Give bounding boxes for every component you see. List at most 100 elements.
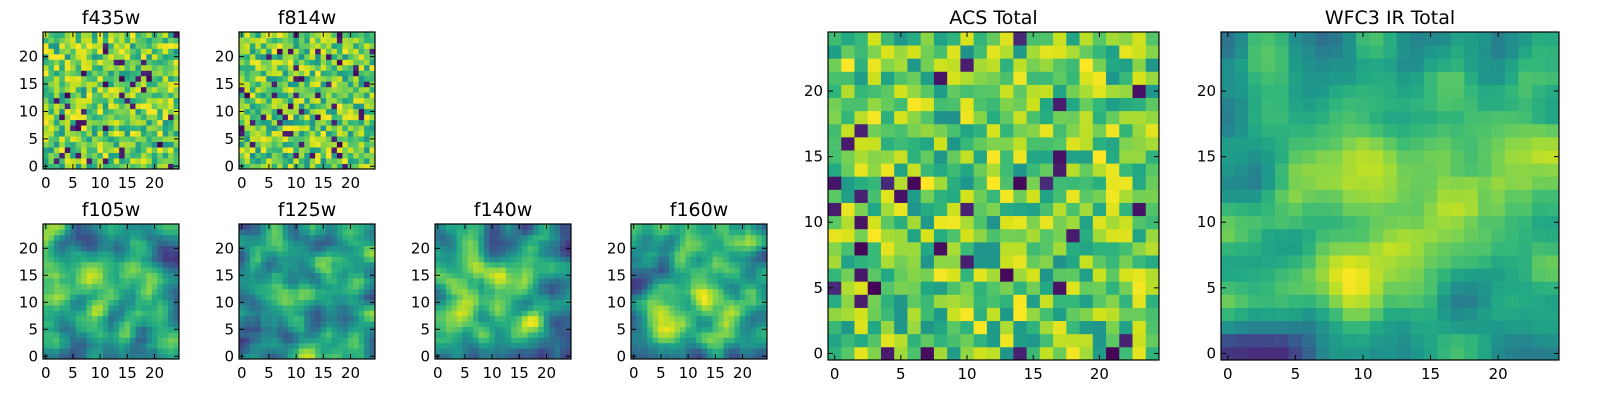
heatmap-cell <box>658 315 665 322</box>
heatmap-cell <box>647 224 654 230</box>
heatmap-cell <box>48 305 55 311</box>
heatmap-cell <box>70 48 77 55</box>
heatmap-cell <box>728 348 735 354</box>
heatmap-cell <box>1234 346 1249 361</box>
heatmap-cell <box>157 310 164 317</box>
heatmap-cell <box>369 59 376 66</box>
heatmap-cell <box>249 147 256 153</box>
heatmap-cell <box>718 310 724 317</box>
heatmap-cell <box>473 267 479 273</box>
y-tick-label: 0 <box>616 347 626 365</box>
heatmap-cell <box>1066 176 1080 190</box>
heatmap-cell <box>745 267 752 273</box>
heatmap-cell <box>309 321 316 327</box>
heatmap-cell <box>239 294 245 300</box>
heatmap-cell <box>135 256 142 263</box>
heatmap-cell <box>277 97 283 104</box>
heatmap-cell <box>91 136 98 142</box>
heatmap-cell <box>43 70 49 77</box>
heatmap-cell <box>1464 241 1479 256</box>
heatmap-cell <box>867 58 882 72</box>
heatmap-cell <box>342 278 349 284</box>
heatmap-cell <box>841 84 855 98</box>
heatmap-cell <box>102 130 109 137</box>
heatmap-cell <box>445 272 452 279</box>
heatmap-cell <box>86 272 93 279</box>
heatmap-cell <box>1464 320 1479 335</box>
heatmap-cell <box>168 245 174 252</box>
heatmap-cell <box>674 299 681 306</box>
heatmap-cell <box>1013 255 1027 269</box>
heatmap-cell <box>43 37 49 44</box>
heatmap-cell <box>854 123 869 138</box>
heatmap-cell <box>266 152 273 159</box>
heatmap-cell <box>440 305 447 311</box>
heatmap-cell <box>140 326 147 333</box>
heatmap-cell <box>157 141 164 148</box>
heatmap-cell <box>947 71 961 85</box>
heatmap-cell <box>1066 307 1080 322</box>
heatmap-cell <box>549 310 556 317</box>
heatmap-cell <box>527 348 534 354</box>
heatmap-cell <box>1079 294 1094 308</box>
heatmap-cell <box>113 342 120 349</box>
heatmap-cell <box>277 53 283 60</box>
heatmap-cell <box>336 97 343 104</box>
heatmap-cell <box>86 163 93 170</box>
heatmap-cell <box>255 92 262 99</box>
heatmap-cell <box>712 305 719 311</box>
heatmap-cell <box>168 305 174 311</box>
heatmap-cell <box>304 229 311 236</box>
heatmap-cell <box>266 37 273 44</box>
heatmap-cell <box>298 321 305 327</box>
heatmap-cell <box>86 64 93 71</box>
heatmap-cell <box>1132 307 1147 322</box>
heatmap-cell <box>745 337 752 344</box>
heatmap-cell <box>75 125 82 132</box>
heatmap-cell <box>451 240 458 246</box>
heatmap-cell <box>168 147 174 153</box>
heatmap-cell <box>1261 215 1276 230</box>
heatmap-cell <box>287 64 294 71</box>
heatmap-cell <box>244 342 251 349</box>
heatmap-cell <box>745 310 752 317</box>
heatmap-cell <box>538 337 545 344</box>
heatmap-cell <box>102 240 109 246</box>
heatmap-cell <box>151 92 158 99</box>
heatmap-cell <box>326 348 332 354</box>
heatmap-cell <box>293 283 300 290</box>
heatmap-cell <box>358 229 365 236</box>
heatmap-cell <box>532 299 539 306</box>
heatmap-cell <box>336 158 343 164</box>
heatmap-cell <box>1477 215 1492 230</box>
heatmap-cell <box>244 81 251 88</box>
heatmap-cell <box>456 251 463 257</box>
heatmap-cell <box>326 163 332 170</box>
heatmap-cell <box>663 283 670 290</box>
heatmap-cell <box>960 84 975 98</box>
heatmap-cell <box>1261 320 1276 335</box>
heatmap-cell <box>1383 163 1398 177</box>
heatmap-cell <box>151 272 158 279</box>
heatmap-cell <box>1464 202 1479 217</box>
heatmap-cell <box>445 283 452 290</box>
heatmap-cell <box>1248 189 1262 203</box>
heatmap-cell <box>1066 320 1080 335</box>
heatmap-cell <box>636 315 643 322</box>
heatmap-cell <box>353 37 360 44</box>
heatmap-cell <box>157 32 164 38</box>
heatmap-cell <box>48 251 55 257</box>
heatmap-cell <box>326 42 332 49</box>
heatmap-cell <box>331 97 338 104</box>
heatmap-cell <box>1221 241 1235 256</box>
heatmap-cell <box>647 261 654 268</box>
heatmap-cell <box>293 136 300 142</box>
heatmap-cell <box>124 272 131 279</box>
heatmap-cell <box>168 342 174 349</box>
heatmap-cell <box>652 305 659 311</box>
heatmap-cell <box>1119 176 1133 190</box>
heatmap-cell <box>1132 84 1147 98</box>
heatmap-cell <box>723 245 730 252</box>
heatmap-cell <box>1356 215 1371 230</box>
heatmap-cell <box>320 294 327 300</box>
